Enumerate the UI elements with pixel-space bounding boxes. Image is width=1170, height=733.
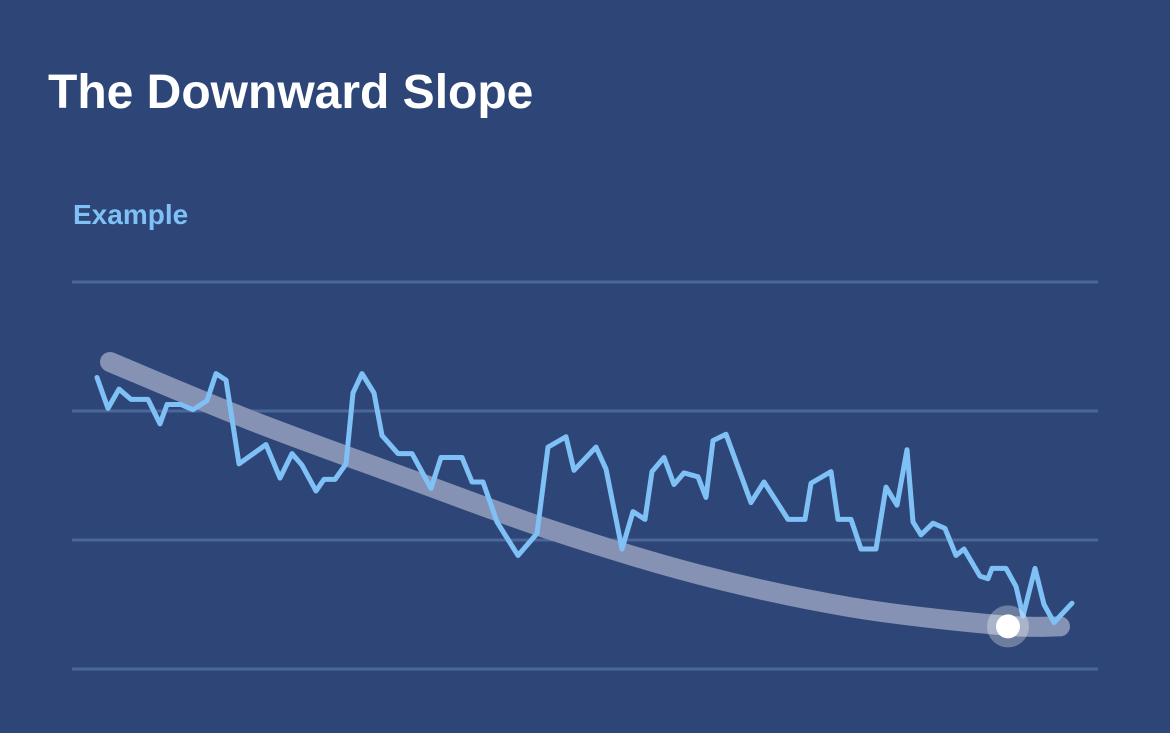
data-line [94, 371, 1075, 626]
trend-line [100, 351, 1070, 637]
subtitle: Example [73, 199, 188, 230]
marker [996, 614, 1020, 639]
title: The Downward Slope [48, 66, 533, 119]
